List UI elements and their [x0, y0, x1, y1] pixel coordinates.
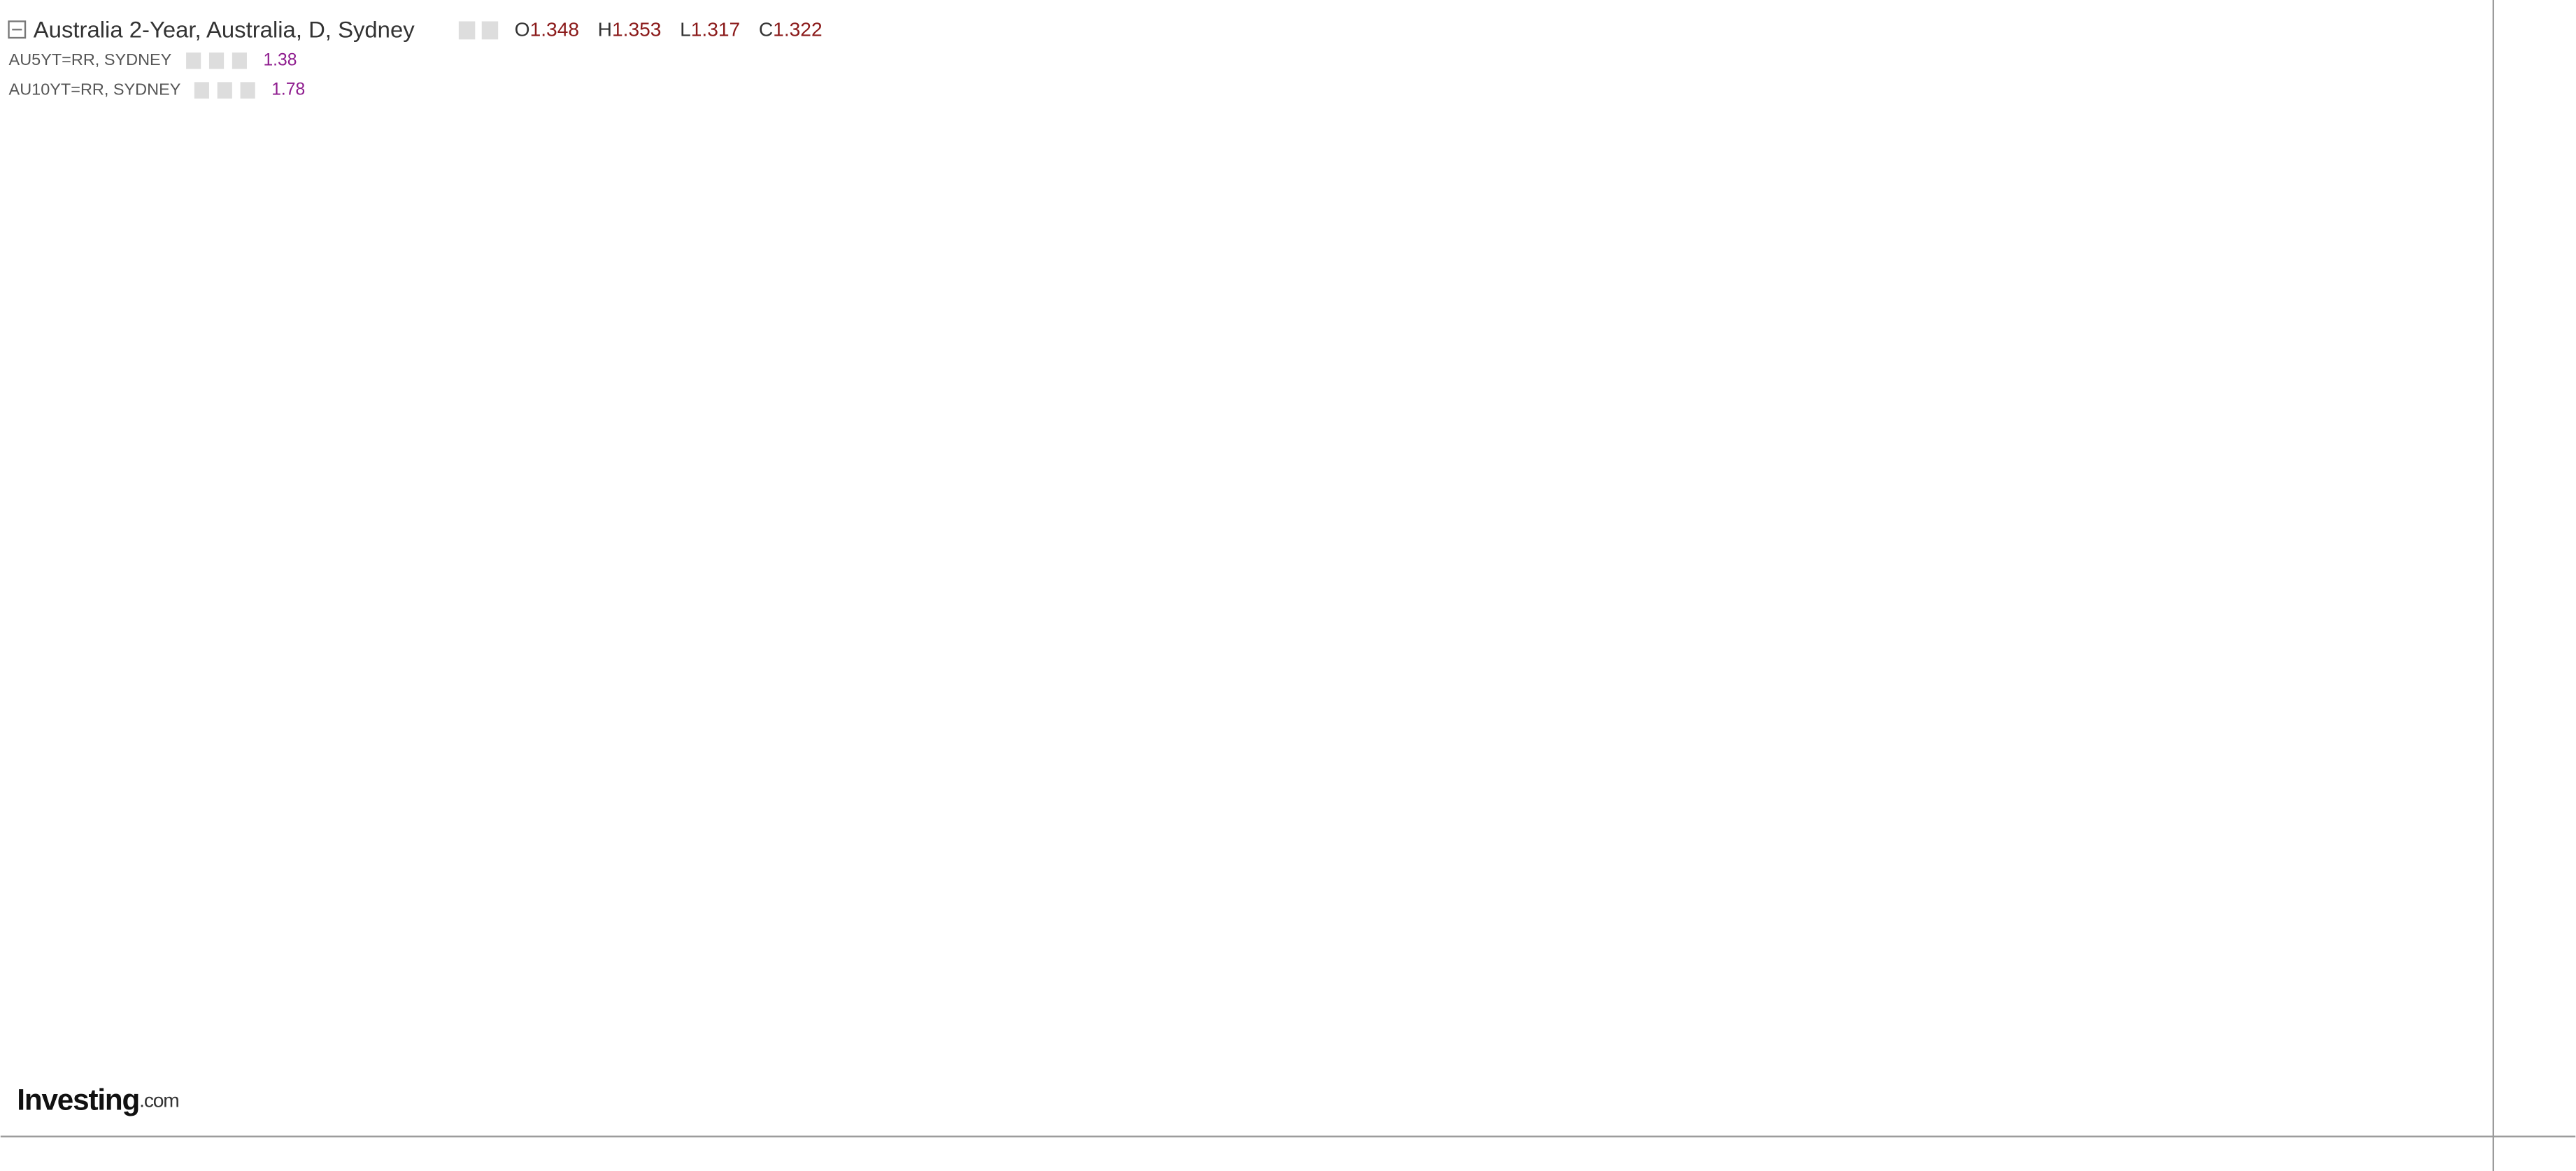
legend-icon[interactable]	[208, 52, 225, 69]
ohlc-key: H	[598, 18, 612, 41]
ohlc-legend: O1.348 H1.353 L1.317 C1.322	[515, 18, 823, 41]
ohlc-value: 1.322	[773, 18, 822, 41]
ohlc-value: 1.353	[612, 18, 661, 41]
legend-value: 1.38	[263, 50, 297, 69]
legend-entry: AU5YT=RR, SYDNEY	[9, 50, 172, 69]
legend-icon[interactable]	[186, 52, 201, 69]
chart-title: Australia 2-Year, Australia, D, Sydney	[34, 16, 415, 42]
logo: Investing.com	[17, 1084, 178, 1116]
legend-icon[interactable]	[194, 82, 209, 99]
logo-brand: Investing	[17, 1084, 139, 1116]
legend-icon[interactable]	[240, 82, 255, 99]
ohlc-key: L	[680, 18, 691, 41]
settings-icon[interactable]	[481, 21, 499, 40]
legend-value: 1.78	[271, 80, 305, 99]
legend-entry: AU10YT=RR, SYDNEY	[9, 80, 181, 98]
settings-icon[interactable]	[458, 21, 476, 40]
header-legend: Australia 2-Year, Australia, D, Sydney O…	[8, 16, 823, 99]
ohlc-key: O	[515, 18, 530, 41]
collapse-icon[interactable]	[8, 20, 27, 39]
legend-icon[interactable]	[232, 52, 247, 69]
ohlc-key: C	[759, 18, 773, 41]
ohlc-value: 1.317	[691, 18, 740, 41]
logo-suffix: .com	[139, 1089, 178, 1112]
ohlc-value: 1.348	[530, 18, 579, 41]
legend-icon[interactable]	[217, 82, 232, 99]
